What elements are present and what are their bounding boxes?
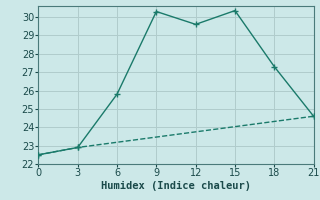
X-axis label: Humidex (Indice chaleur): Humidex (Indice chaleur) [101,181,251,191]
